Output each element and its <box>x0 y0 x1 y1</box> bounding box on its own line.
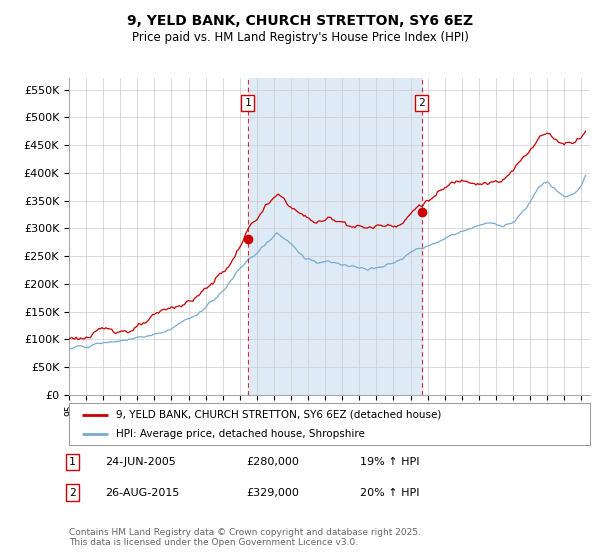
Text: 9, YELD BANK, CHURCH STRETTON, SY6 6EZ (detached house): 9, YELD BANK, CHURCH STRETTON, SY6 6EZ (… <box>116 409 441 419</box>
Text: £280,000: £280,000 <box>246 457 299 467</box>
Text: Contains HM Land Registry data © Crown copyright and database right 2025.
This d: Contains HM Land Registry data © Crown c… <box>69 528 421 547</box>
Bar <box>248 78 422 395</box>
Text: 24-JUN-2005: 24-JUN-2005 <box>105 457 176 467</box>
Text: 20% ↑ HPI: 20% ↑ HPI <box>360 488 419 498</box>
Text: 26-AUG-2015: 26-AUG-2015 <box>105 488 179 498</box>
Text: £329,000: £329,000 <box>246 488 299 498</box>
Text: 1: 1 <box>244 98 251 108</box>
Text: 2: 2 <box>69 488 76 498</box>
Text: 19% ↑ HPI: 19% ↑ HPI <box>360 457 419 467</box>
Text: HPI: Average price, detached house, Shropshire: HPI: Average price, detached house, Shro… <box>116 429 365 439</box>
Text: 1: 1 <box>69 457 76 467</box>
Text: 2: 2 <box>418 98 425 108</box>
Text: 9, YELD BANK, CHURCH STRETTON, SY6 6EZ: 9, YELD BANK, CHURCH STRETTON, SY6 6EZ <box>127 14 473 28</box>
Text: Price paid vs. HM Land Registry's House Price Index (HPI): Price paid vs. HM Land Registry's House … <box>131 31 469 44</box>
